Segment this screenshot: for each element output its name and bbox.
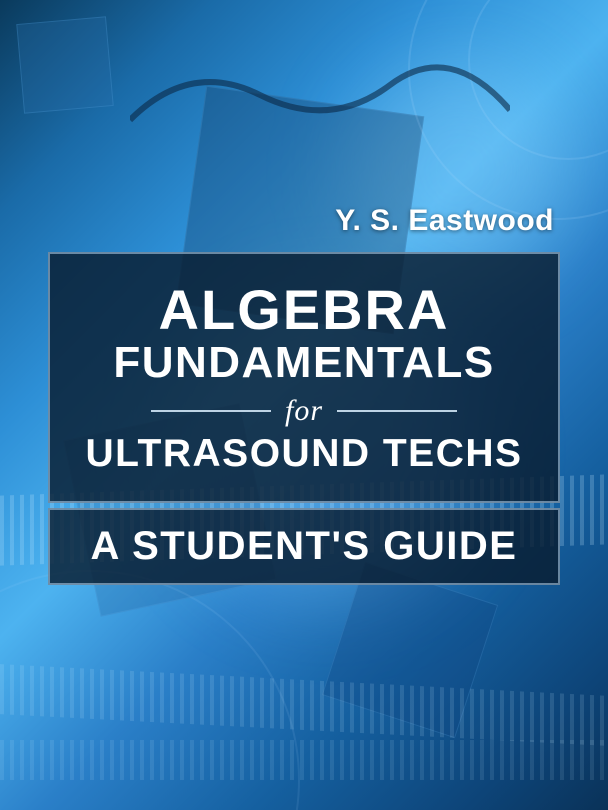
title-phrase-ultrasound-techs: ULTRASOUND TECHS (70, 434, 538, 475)
title-word-fundamentals: FUNDAMENTALS (70, 340, 538, 386)
subtitle-text: A STUDENT'S GUIDE (60, 524, 548, 569)
divider-left (151, 410, 271, 412)
title-word-algebra: ALGEBRA (70, 282, 538, 338)
divider-right (337, 410, 457, 412)
bg-curve (130, 50, 510, 140)
book-cover: Y. S. Eastwood ALGEBRA FUNDAMENTALS for … (0, 0, 608, 810)
bg-square (16, 16, 114, 114)
title-panel: ALGEBRA FUNDAMENTALS for ULTRASOUND TECH… (48, 252, 560, 503)
title-connector-row: for (70, 394, 538, 428)
author-name: Y. S. Eastwood (335, 204, 554, 238)
subtitle-panel: A STUDENT'S GUIDE (48, 508, 560, 585)
title-connector-for: for (285, 394, 323, 428)
bg-stripes (0, 740, 608, 780)
